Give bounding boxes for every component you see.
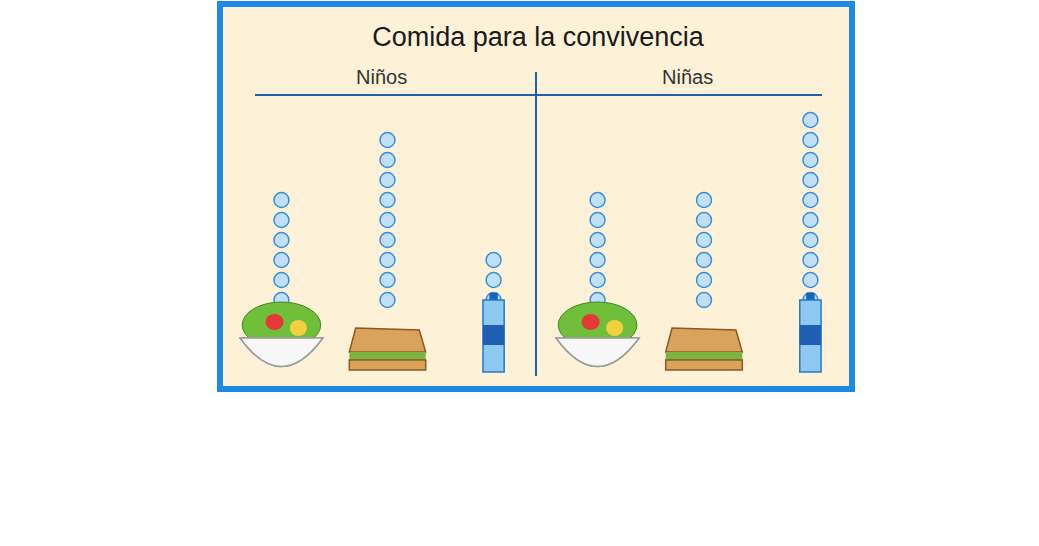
svg-text:Niñas: Niñas bbox=[662, 66, 713, 88]
svg-text:Comida para la convivencia: Comida para la convivencia bbox=[372, 22, 705, 52]
svg-text:Niños: Niños bbox=[356, 66, 407, 88]
